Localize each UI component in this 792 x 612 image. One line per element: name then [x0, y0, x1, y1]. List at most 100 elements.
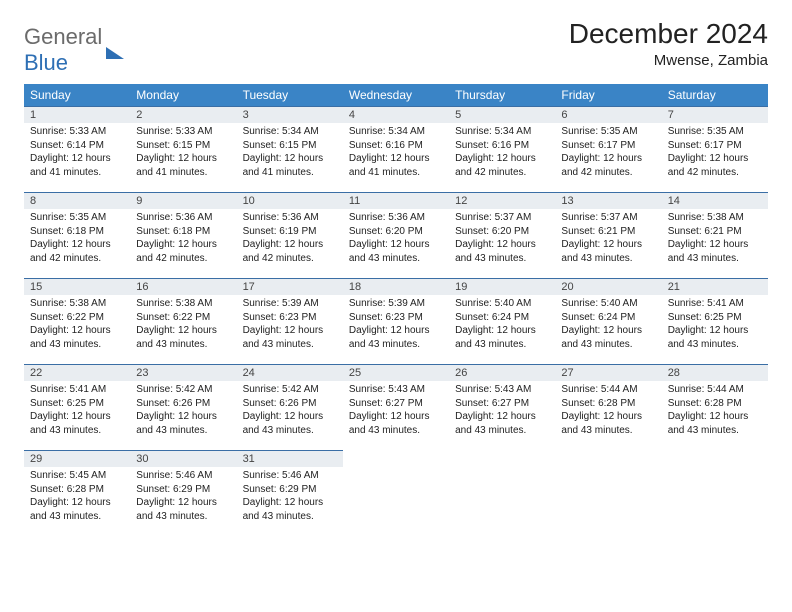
day-details: Sunrise: 5:44 AMSunset: 6:28 PMDaylight:… — [662, 381, 768, 441]
day-number: 24 — [237, 365, 343, 381]
calendar-cell: 9Sunrise: 5:36 AMSunset: 6:18 PMDaylight… — [130, 193, 236, 279]
day-details: Sunrise: 5:35 AMSunset: 6:18 PMDaylight:… — [24, 209, 130, 269]
calendar-cell: 29Sunrise: 5:45 AMSunset: 6:28 PMDayligh… — [24, 451, 130, 537]
day-number: 30 — [130, 451, 236, 467]
calendar-cell: 13Sunrise: 5:37 AMSunset: 6:21 PMDayligh… — [555, 193, 661, 279]
day-number: 10 — [237, 193, 343, 209]
calendar-cell: 27Sunrise: 5:44 AMSunset: 6:28 PMDayligh… — [555, 365, 661, 451]
calendar-cell: 28Sunrise: 5:44 AMSunset: 6:28 PMDayligh… — [662, 365, 768, 451]
day-details: Sunrise: 5:44 AMSunset: 6:28 PMDaylight:… — [555, 381, 661, 441]
day-details: Sunrise: 5:35 AMSunset: 6:17 PMDaylight:… — [662, 123, 768, 183]
day-number: 7 — [662, 107, 768, 123]
day-details: Sunrise: 5:42 AMSunset: 6:26 PMDaylight:… — [130, 381, 236, 441]
weekday-header: Wednesday — [343, 84, 449, 107]
calendar-cell: 10Sunrise: 5:36 AMSunset: 6:19 PMDayligh… — [237, 193, 343, 279]
day-details: Sunrise: 5:38 AMSunset: 6:22 PMDaylight:… — [130, 295, 236, 355]
calendar-week-row: 8Sunrise: 5:35 AMSunset: 6:18 PMDaylight… — [24, 193, 768, 279]
day-number: 22 — [24, 365, 130, 381]
day-number: 31 — [237, 451, 343, 467]
day-number: 11 — [343, 193, 449, 209]
calendar-cell — [449, 451, 555, 537]
day-number: 14 — [662, 193, 768, 209]
day-number: 19 — [449, 279, 555, 295]
calendar-cell — [555, 451, 661, 537]
day-details: Sunrise: 5:40 AMSunset: 6:24 PMDaylight:… — [555, 295, 661, 355]
logo: General Blue — [24, 18, 124, 76]
day-number: 1 — [24, 107, 130, 123]
calendar-cell: 2Sunrise: 5:33 AMSunset: 6:15 PMDaylight… — [130, 107, 236, 193]
weekday-header: Sunday — [24, 84, 130, 107]
calendar-cell: 24Sunrise: 5:42 AMSunset: 6:26 PMDayligh… — [237, 365, 343, 451]
month-title: December 2024 — [569, 18, 768, 50]
day-details: Sunrise: 5:33 AMSunset: 6:15 PMDaylight:… — [130, 123, 236, 183]
calendar-cell: 7Sunrise: 5:35 AMSunset: 6:17 PMDaylight… — [662, 107, 768, 193]
title-block: December 2024 Mwense, Zambia — [569, 18, 768, 69]
calendar-cell: 19Sunrise: 5:40 AMSunset: 6:24 PMDayligh… — [449, 279, 555, 365]
day-details: Sunrise: 5:33 AMSunset: 6:14 PMDaylight:… — [24, 123, 130, 183]
weekday-header: Thursday — [449, 84, 555, 107]
calendar-cell: 25Sunrise: 5:43 AMSunset: 6:27 PMDayligh… — [343, 365, 449, 451]
day-number: 25 — [343, 365, 449, 381]
day-details: Sunrise: 5:36 AMSunset: 6:19 PMDaylight:… — [237, 209, 343, 269]
day-details: Sunrise: 5:43 AMSunset: 6:27 PMDaylight:… — [449, 381, 555, 441]
calendar-cell: 3Sunrise: 5:34 AMSunset: 6:15 PMDaylight… — [237, 107, 343, 193]
weekday-header: Friday — [555, 84, 661, 107]
day-details: Sunrise: 5:34 AMSunset: 6:16 PMDaylight:… — [449, 123, 555, 183]
day-number: 13 — [555, 193, 661, 209]
day-details: Sunrise: 5:45 AMSunset: 6:28 PMDaylight:… — [24, 467, 130, 527]
calendar-cell — [662, 451, 768, 537]
calendar-cell: 23Sunrise: 5:42 AMSunset: 6:26 PMDayligh… — [130, 365, 236, 451]
calendar-cell: 1Sunrise: 5:33 AMSunset: 6:14 PMDaylight… — [24, 107, 130, 193]
day-details: Sunrise: 5:37 AMSunset: 6:21 PMDaylight:… — [555, 209, 661, 269]
day-number: 3 — [237, 107, 343, 123]
day-number: 20 — [555, 279, 661, 295]
day-details: Sunrise: 5:43 AMSunset: 6:27 PMDaylight:… — [343, 381, 449, 441]
day-details: Sunrise: 5:34 AMSunset: 6:16 PMDaylight:… — [343, 123, 449, 183]
day-details: Sunrise: 5:41 AMSunset: 6:25 PMDaylight:… — [24, 381, 130, 441]
day-number: 27 — [555, 365, 661, 381]
day-number: 12 — [449, 193, 555, 209]
day-number: 18 — [343, 279, 449, 295]
header: General Blue December 2024 Mwense, Zambi… — [24, 18, 768, 76]
logo-text-blue: Blue — [24, 50, 68, 75]
calendar-cell: 16Sunrise: 5:38 AMSunset: 6:22 PMDayligh… — [130, 279, 236, 365]
calendar-table: SundayMondayTuesdayWednesdayThursdayFrid… — [24, 84, 768, 537]
logo-text-gray: General — [24, 24, 102, 49]
day-details: Sunrise: 5:36 AMSunset: 6:20 PMDaylight:… — [343, 209, 449, 269]
calendar-week-row: 1Sunrise: 5:33 AMSunset: 6:14 PMDaylight… — [24, 107, 768, 193]
weekday-header: Saturday — [662, 84, 768, 107]
weekday-header: Tuesday — [237, 84, 343, 107]
day-number: 21 — [662, 279, 768, 295]
day-number: 17 — [237, 279, 343, 295]
day-number: 9 — [130, 193, 236, 209]
day-number: 2 — [130, 107, 236, 123]
day-details: Sunrise: 5:46 AMSunset: 6:29 PMDaylight:… — [130, 467, 236, 527]
calendar-cell: 26Sunrise: 5:43 AMSunset: 6:27 PMDayligh… — [449, 365, 555, 451]
day-details: Sunrise: 5:35 AMSunset: 6:17 PMDaylight:… — [555, 123, 661, 183]
calendar-cell: 12Sunrise: 5:37 AMSunset: 6:20 PMDayligh… — [449, 193, 555, 279]
day-number: 26 — [449, 365, 555, 381]
day-details: Sunrise: 5:42 AMSunset: 6:26 PMDaylight:… — [237, 381, 343, 441]
day-number: 16 — [130, 279, 236, 295]
calendar-cell: 20Sunrise: 5:40 AMSunset: 6:24 PMDayligh… — [555, 279, 661, 365]
calendar-cell: 14Sunrise: 5:38 AMSunset: 6:21 PMDayligh… — [662, 193, 768, 279]
day-details: Sunrise: 5:38 AMSunset: 6:22 PMDaylight:… — [24, 295, 130, 355]
weekday-header: Monday — [130, 84, 236, 107]
logo-text: General Blue — [24, 24, 102, 76]
day-number: 29 — [24, 451, 130, 467]
calendar-cell: 31Sunrise: 5:46 AMSunset: 6:29 PMDayligh… — [237, 451, 343, 537]
day-details: Sunrise: 5:41 AMSunset: 6:25 PMDaylight:… — [662, 295, 768, 355]
calendar-header-row: SundayMondayTuesdayWednesdayThursdayFrid… — [24, 84, 768, 107]
calendar-cell: 15Sunrise: 5:38 AMSunset: 6:22 PMDayligh… — [24, 279, 130, 365]
calendar-cell: 21Sunrise: 5:41 AMSunset: 6:25 PMDayligh… — [662, 279, 768, 365]
day-number: 23 — [130, 365, 236, 381]
logo-triangle-icon — [106, 47, 124, 59]
day-details: Sunrise: 5:39 AMSunset: 6:23 PMDaylight:… — [343, 295, 449, 355]
day-number: 15 — [24, 279, 130, 295]
calendar-cell: 30Sunrise: 5:46 AMSunset: 6:29 PMDayligh… — [130, 451, 236, 537]
calendar-cell: 5Sunrise: 5:34 AMSunset: 6:16 PMDaylight… — [449, 107, 555, 193]
calendar-week-row: 29Sunrise: 5:45 AMSunset: 6:28 PMDayligh… — [24, 451, 768, 537]
calendar-cell: 18Sunrise: 5:39 AMSunset: 6:23 PMDayligh… — [343, 279, 449, 365]
day-details: Sunrise: 5:38 AMSunset: 6:21 PMDaylight:… — [662, 209, 768, 269]
calendar-cell: 17Sunrise: 5:39 AMSunset: 6:23 PMDayligh… — [237, 279, 343, 365]
